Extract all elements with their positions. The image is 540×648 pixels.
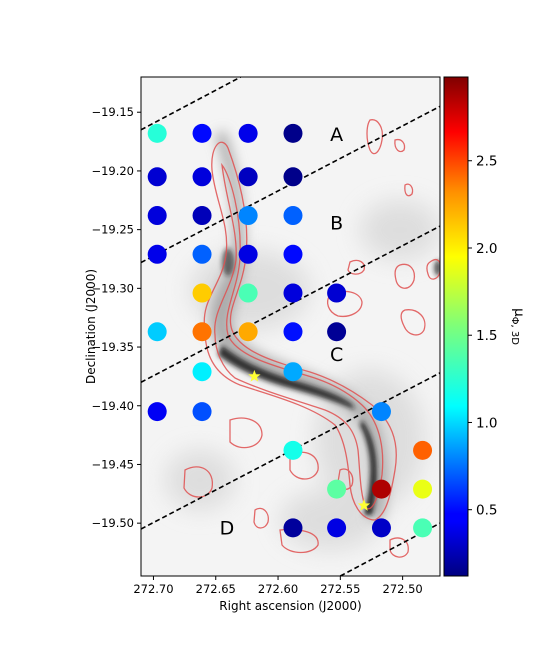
- x-tick-label-4: 272.50: [383, 582, 423, 596]
- colorbar-tick-label-4: 2.5: [476, 154, 497, 170]
- data-point-0: [147, 123, 167, 143]
- data-point-14: [238, 244, 258, 264]
- y-tick-label-5: −19.40: [91, 399, 134, 413]
- region-dividers: [141, 77, 440, 576]
- data-point-30: [283, 440, 303, 460]
- data-point-17: [238, 283, 258, 303]
- region-label-a: A: [330, 124, 343, 146]
- y-tick-label-2: −19.25: [91, 223, 134, 237]
- colorbar-tick-label-0: 0.5: [476, 503, 497, 519]
- data-point-35: [283, 518, 303, 538]
- divider-line-2: [141, 225, 440, 383]
- star-marker-0: [248, 369, 261, 382]
- colorbar-tick-label-3: 2.0: [476, 241, 497, 257]
- plot-frame: [140, 76, 441, 577]
- y-tick-label-0: −19.15: [91, 105, 134, 119]
- data-point-1: [192, 123, 212, 143]
- data-point-27: [147, 402, 167, 422]
- colorbar-label-main: μ: [511, 308, 527, 317]
- colorbar-label-sub: Φ, 3D: [509, 317, 520, 346]
- data-point-28: [192, 402, 212, 422]
- star-marker-1: [357, 499, 371, 511]
- data-point-15: [283, 244, 303, 264]
- data-point-23: [283, 322, 303, 342]
- data-point-2: [238, 123, 258, 143]
- data-point-13: [192, 244, 212, 264]
- data-point-19: [327, 283, 347, 303]
- data-point-33: [371, 479, 391, 499]
- data-point-18: [283, 283, 303, 303]
- data-point-22: [238, 322, 258, 342]
- x-tick-label-1: 272.65: [196, 582, 236, 596]
- data-point-8: [147, 206, 167, 226]
- colorbar-ticks: 0.5 1.0 1.5 2.0 2.5: [468, 154, 497, 519]
- region-label-d: D: [220, 518, 235, 540]
- region-labels: A B C D: [220, 124, 344, 539]
- y-tick-label-3: −19.30: [91, 281, 134, 295]
- colorbar-gradient: [443, 76, 469, 577]
- region-label-c: C: [330, 344, 343, 366]
- contours: [183, 119, 440, 558]
- y-axis: −19.15 −19.20 −19.25 −19.30 −19.35 −19.40 −19.…: [91, 105, 141, 530]
- y-tick-label-6: −19.45: [91, 457, 134, 471]
- colorbar-tick-label-2: 1.5: [476, 328, 497, 344]
- data-point-24: [327, 322, 347, 342]
- data-point-37: [371, 518, 391, 538]
- data-point-11: [283, 206, 303, 226]
- data-point-20: [147, 322, 167, 342]
- star-markers: [248, 369, 371, 511]
- data-point-34: [413, 479, 433, 499]
- divider-line-0: [141, 77, 242, 131]
- y-tick-label-1: −19.20: [91, 164, 134, 178]
- data-point-9: [192, 206, 212, 226]
- x-tick-label-0: 272.70: [133, 582, 173, 596]
- data-point-12: [147, 244, 167, 264]
- data-point-21: [192, 322, 212, 342]
- data-point-7: [283, 167, 303, 187]
- data-point-3: [283, 123, 303, 143]
- colorbar: 0.5 1.0 1.5 2.0 2.5 μΦ, 3D: [443, 76, 527, 577]
- y-tick-label-4: −19.35: [91, 340, 134, 354]
- data-point-29: [371, 402, 391, 422]
- data-point-6: [238, 167, 258, 187]
- data-point-4: [147, 167, 167, 187]
- divider-line-4: [339, 522, 440, 576]
- y-tick-label-7: −19.50: [91, 516, 134, 530]
- data-points: [147, 123, 433, 538]
- x-tick-label-2: 272.60: [258, 582, 298, 596]
- data-point-36: [327, 518, 347, 538]
- x-axis: 272.70 272.65 272.60 272.55 272.50: [133, 576, 423, 596]
- y-axis-label: Declination (J2000): [84, 269, 98, 384]
- region-label-b: B: [330, 212, 343, 234]
- data-point-26: [283, 362, 303, 382]
- data-point-10: [238, 206, 258, 226]
- data-point-25: [192, 362, 212, 382]
- data-point-31: [413, 440, 433, 460]
- data-point-32: [327, 479, 347, 499]
- data-point-16: [192, 283, 212, 303]
- data-point-5: [192, 167, 212, 187]
- x-tick-label-3: 272.55: [320, 582, 360, 596]
- x-axis-label: Right ascension (J2000): [219, 599, 361, 613]
- colorbar-label: μΦ, 3D: [509, 308, 527, 345]
- colorbar-tick-label-1: 1.0: [476, 415, 497, 431]
- data-point-38: [413, 518, 433, 538]
